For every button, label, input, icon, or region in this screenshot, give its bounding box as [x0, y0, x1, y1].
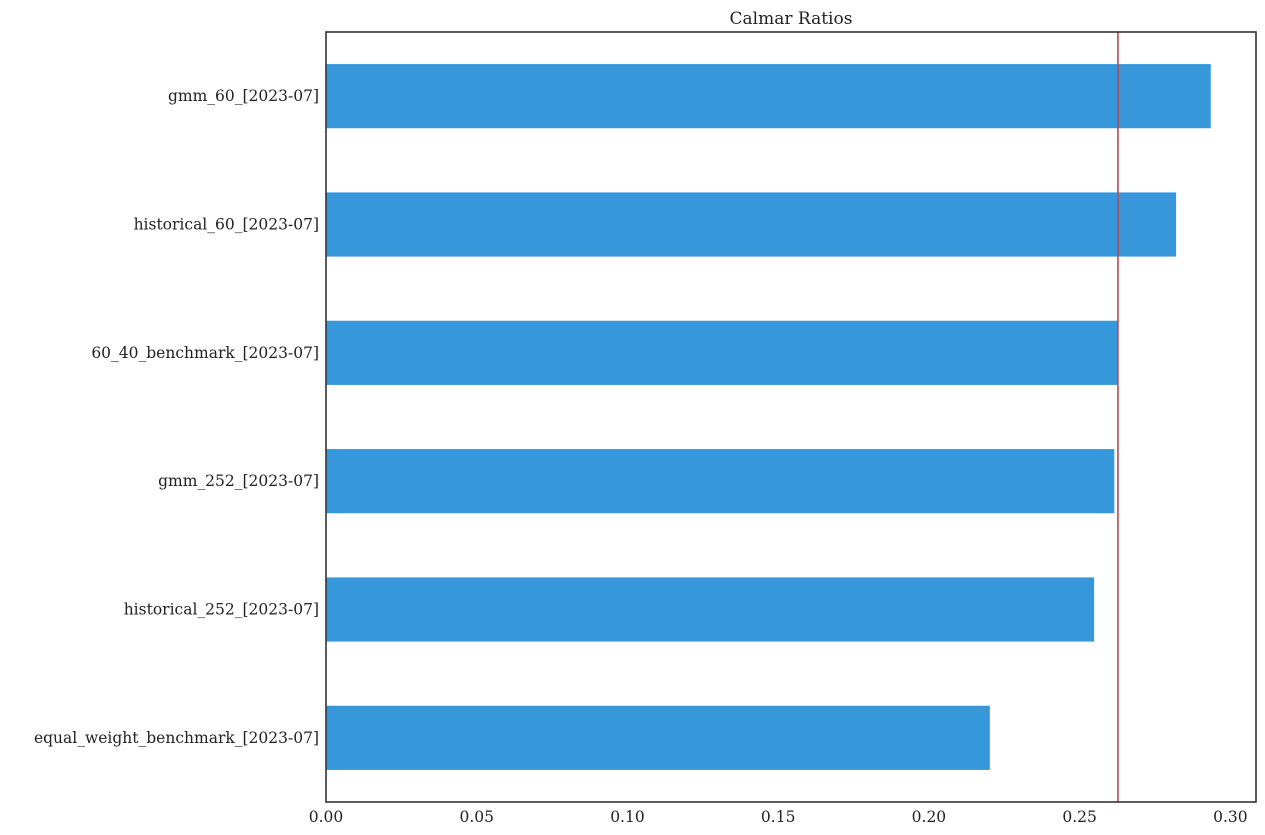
y-tick-label: historical_60_[2023-07] [134, 216, 319, 234]
x-tick-labels: 0.00 0.05 0.10 0.15 0.20 0.25 0.30 [309, 808, 1248, 826]
y-tick-labels: gmm_60_[2023-07] historical_60_[2023-07] 6… [34, 87, 319, 747]
x-tick-label: 0.00 [309, 808, 344, 826]
y-tick-label: equal_weight_benchmark_[2023-07] [34, 729, 319, 747]
x-tick-label: 0.15 [761, 808, 796, 826]
x-tick-label: 0.25 [1062, 808, 1097, 826]
bar [326, 320, 1118, 385]
bar [326, 449, 1115, 514]
bar [326, 705, 990, 770]
y-tick-label: 60_40_benchmark_[2023-07] [91, 344, 319, 362]
chart-title: Calmar Ratios [730, 9, 853, 29]
bars-group [326, 64, 1211, 770]
y-tick-label: gmm_252_[2023-07] [158, 472, 319, 490]
y-tick-label: historical_252_[2023-07] [124, 601, 319, 619]
bar [326, 64, 1211, 129]
bar [326, 192, 1177, 257]
y-tick-label: gmm_60_[2023-07] [168, 87, 319, 105]
bar [326, 577, 1095, 642]
x-tick-label: 0.20 [912, 808, 947, 826]
x-tick-label: 0.30 [1213, 808, 1248, 826]
x-tick-label: 0.10 [610, 808, 645, 826]
x-tick-label: 0.05 [459, 808, 494, 826]
axes-frame [325, 31, 1257, 803]
